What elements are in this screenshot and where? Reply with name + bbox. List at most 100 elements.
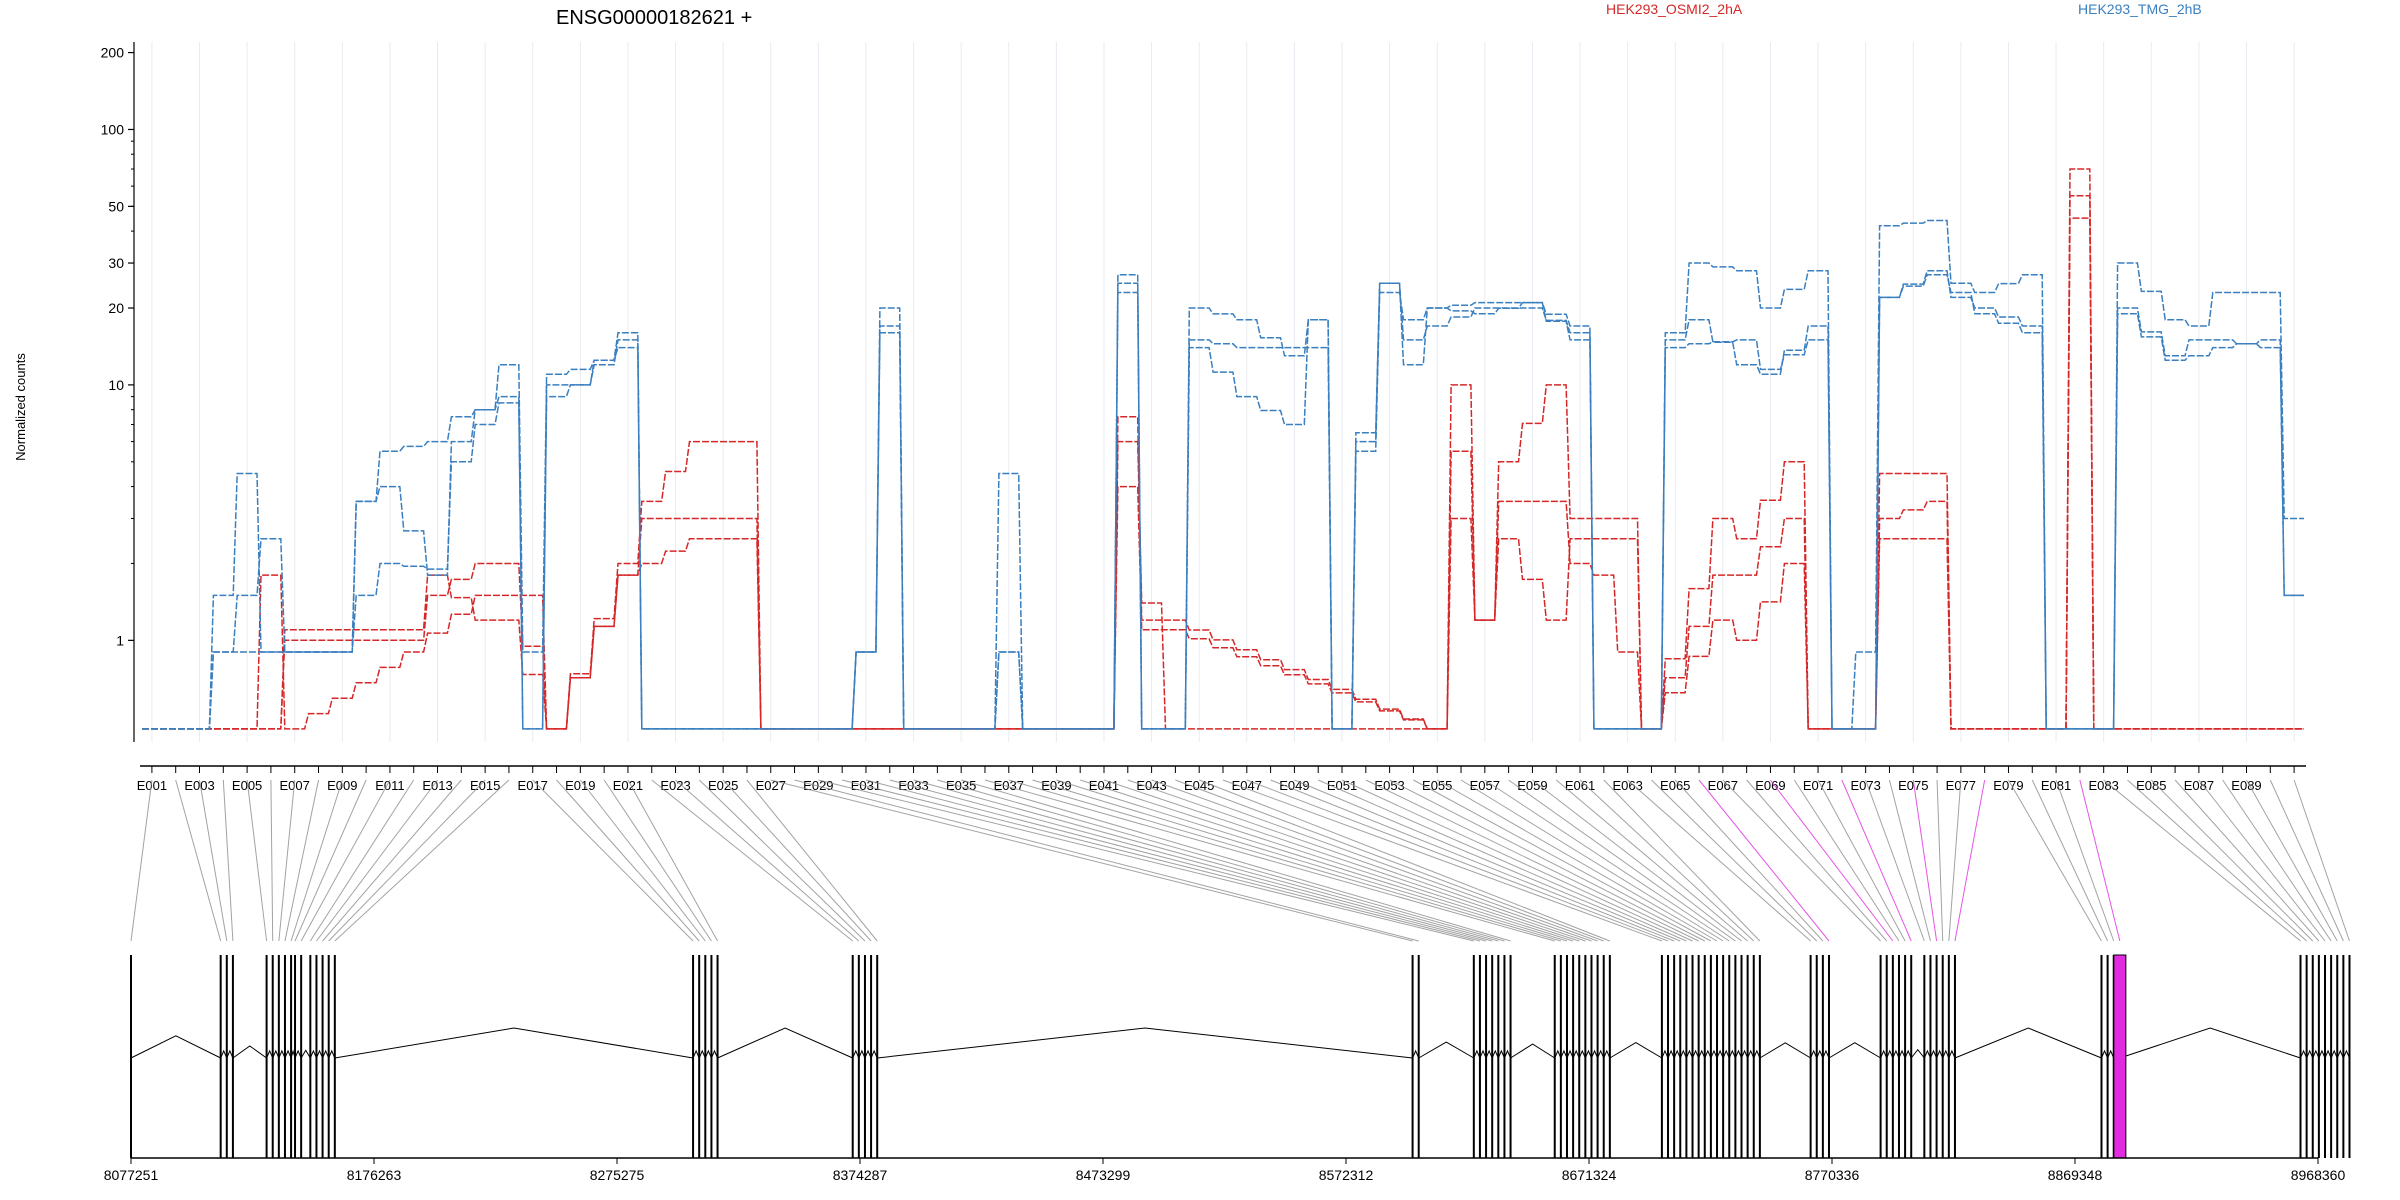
exon-connector	[270, 779, 274, 942]
exon-label: E073	[1850, 778, 1880, 793]
intron-line	[1412, 1049, 1420, 1059]
exon-connector	[2031, 779, 2109, 942]
exon-connector	[913, 779, 1499, 942]
intron-line	[1822, 1049, 1830, 1059]
vertical-gridlines	[151, 42, 2295, 742]
exon-label: E089	[2231, 778, 2261, 793]
y-tick-label: 20	[108, 300, 124, 316]
intron-line	[278, 1049, 286, 1059]
exon-connector	[300, 779, 391, 942]
exon-connector	[1936, 779, 1944, 942]
exon-label: E049	[1279, 778, 1309, 793]
exon-connector	[1222, 779, 1663, 942]
intron-line	[1880, 1049, 1888, 1059]
exon-connector	[2055, 779, 2115, 942]
exon-connector	[309, 779, 415, 942]
exon-connector	[1056, 779, 1574, 942]
intron-line	[309, 1049, 317, 1059]
intron-line	[1954, 1027, 2102, 1059]
exon-connector	[175, 779, 222, 942]
exon-label: E047	[1232, 778, 1262, 793]
exon-connector	[2198, 779, 2326, 942]
intron-line	[1886, 1049, 1894, 1059]
coordinate-label: 8473299	[1076, 1167, 1131, 1183]
exon-label: E063	[1612, 778, 1642, 793]
intron-line	[272, 1049, 280, 1059]
exon-connector	[1151, 779, 1598, 942]
exon-connector	[1532, 779, 1742, 942]
intron-line	[2330, 1049, 2338, 1059]
exon-label: E007	[280, 778, 310, 793]
exon-connector	[294, 779, 367, 942]
exon-connector	[556, 779, 700, 942]
exon-label: E021	[613, 778, 643, 793]
intron-line	[1609, 1042, 1663, 1059]
intron-line	[1473, 1049, 1481, 1059]
exon-connector	[1770, 779, 1894, 942]
exon-connector	[1127, 779, 1592, 942]
exon-connector	[2103, 779, 2301, 942]
series-line-HEK293_TMG_2hB	[142, 269, 2304, 730]
intron-line	[1503, 1049, 1512, 1059]
exon-connector	[222, 779, 234, 942]
exon-connector	[651, 779, 854, 942]
intron-line	[2300, 1049, 2308, 1059]
intron-line	[2312, 1049, 2320, 1059]
intron-line	[1572, 1049, 1580, 1059]
exon-block-highlighted	[2113, 954, 2127, 1159]
intron-line	[1591, 1049, 1599, 1059]
intron-line	[1747, 1049, 1755, 1059]
exon-connector	[1651, 779, 1818, 942]
intron-line	[877, 1027, 1413, 1059]
exon-connector	[889, 779, 1493, 942]
intron-line	[1923, 1049, 1931, 1059]
intron-line	[1892, 1049, 1900, 1059]
exon-label: E013	[422, 778, 452, 793]
exon-connector	[2127, 779, 2307, 942]
exon-connector	[1888, 779, 1931, 942]
exon-connector	[2008, 779, 2102, 942]
intron-line	[2101, 1049, 2109, 1059]
coordinate-label: 8176263	[347, 1167, 402, 1183]
coordinate-label: 8275275	[590, 1167, 645, 1183]
exon-connector	[699, 779, 866, 942]
exon-connector	[1841, 779, 1912, 942]
exon-connector	[2222, 779, 2332, 942]
intron-line	[328, 1049, 336, 1059]
exon-label: E043	[1136, 778, 1166, 793]
intron-line	[266, 1049, 274, 1059]
exon-connector	[1008, 779, 1562, 942]
coordinate-label: 8869348	[2048, 1167, 2103, 1183]
exon-connector	[770, 779, 1413, 942]
intron-line	[1704, 1049, 1712, 1059]
intron-line	[698, 1049, 706, 1059]
intron-line	[2107, 1049, 2115, 1059]
exon-connector	[1746, 779, 1888, 942]
intron-line	[1603, 1049, 1611, 1059]
exon-connector	[1912, 779, 1938, 942]
intron-line	[1942, 1049, 1950, 1059]
exon-label: E041	[1089, 778, 1119, 793]
y-tick-label: 30	[108, 255, 124, 271]
intron-line	[232, 1045, 267, 1059]
exon-connector	[2079, 779, 2121, 942]
exon-label: E009	[327, 778, 357, 793]
exon-label: E017	[518, 778, 548, 793]
exon-connector	[1508, 779, 1736, 942]
exon-connectors	[130, 779, 2350, 942]
intron-line	[717, 1027, 853, 1059]
exon-connector	[1579, 779, 1755, 942]
exon-connector	[334, 779, 510, 942]
exon-label: E085	[2136, 778, 2166, 793]
exon-connector	[1627, 779, 1811, 942]
intron-line	[220, 1049, 228, 1059]
exon-connector	[1954, 779, 1986, 942]
exon-label: E071	[1803, 778, 1833, 793]
series-line-HEK293_TMG_2hB	[142, 273, 2304, 730]
exon-connector	[1318, 779, 1687, 942]
exon-connector	[675, 779, 860, 942]
coordinate-label: 8968360	[2291, 1167, 2346, 1183]
intron-line	[1566, 1049, 1574, 1059]
exon-connector	[1817, 779, 1906, 942]
exon-connector	[1555, 779, 1748, 942]
